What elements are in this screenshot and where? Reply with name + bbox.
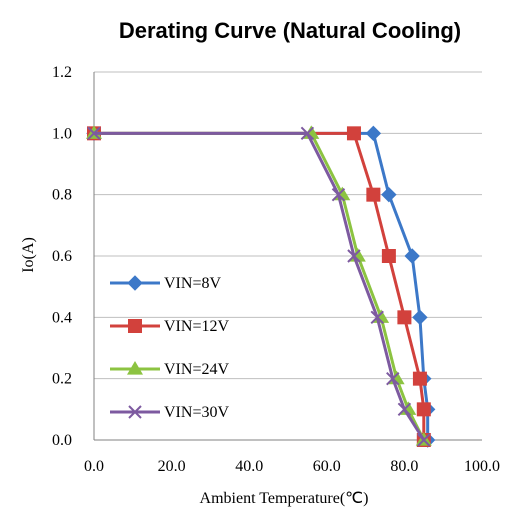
data-point [397, 310, 412, 325]
series-layer [86, 125, 436, 448]
data-point [365, 125, 382, 142]
data-point [381, 186, 397, 203]
legend-item: VIN=30V [110, 404, 229, 421]
x-tick-label: 80.0 [390, 458, 418, 475]
x-tick-label: 0.0 [84, 458, 104, 475]
data-point [404, 248, 420, 264]
x-tick-labels: 0.0 20.0 40.0 60.0 80.0 100.0 [84, 458, 500, 475]
data-point [386, 371, 400, 386]
legend-item: VIN=12V [110, 318, 229, 335]
series-line [94, 131, 426, 441]
data-point [346, 126, 361, 141]
series-1 [86, 125, 436, 448]
x-tick-label: 60.0 [313, 458, 341, 475]
series-line [94, 131, 430, 440]
legend-marker [128, 319, 142, 333]
data-point [412, 309, 428, 326]
data-point [417, 433, 431, 447]
y-tick-label: 1.0 [52, 125, 72, 142]
y-tick-label: 0.2 [52, 371, 72, 388]
data-point [381, 249, 396, 263]
y-tick-labels: 0.0 0.2 0.4 0.6 0.8 1.0 1.2 [52, 64, 72, 449]
y-axis-label: Io(A) [20, 237, 37, 273]
x-axis-label: Ambient Temperature(℃) [200, 490, 369, 507]
gridlines [94, 71, 482, 380]
data-point [370, 310, 384, 325]
series-line [94, 131, 426, 441]
data-point [416, 402, 431, 417]
legend-label: VIN=8V [164, 275, 221, 292]
data-point [87, 126, 101, 141]
y-tick-label: 0.0 [52, 432, 72, 449]
x-tick-label: 100.0 [464, 458, 500, 475]
series-4 [87, 126, 431, 447]
data-point [347, 249, 361, 263]
data-point [300, 126, 315, 141]
y-tick-label: 1.2 [52, 64, 72, 81]
x-tick-label: 40.0 [235, 458, 263, 475]
legend-item: VIN=8V [110, 275, 221, 292]
legend-item: VIN=24V [110, 361, 229, 378]
data-point [412, 371, 427, 386]
legend-label: VIN=12V [164, 318, 229, 335]
data-point [366, 187, 381, 202]
x-tick-label: 20.0 [158, 458, 186, 475]
series-line [94, 131, 426, 440]
legend-marker [128, 405, 142, 419]
legend: VIN=8V VIN=12V VIN=24V VIN=30V [110, 275, 229, 421]
y-tick-label: 0.4 [52, 309, 72, 326]
chart-title: Derating Curve (Natural Cooling) [119, 18, 461, 43]
data-point [397, 402, 412, 417]
legend-label: VIN=30V [164, 404, 229, 421]
y-tick-label: 0.6 [52, 248, 72, 265]
legend-marker [127, 361, 143, 375]
y-tick-label: 0.8 [52, 187, 72, 204]
legend-marker [127, 275, 143, 291]
data-point [331, 187, 346, 202]
legend-label: VIN=24V [164, 361, 229, 378]
